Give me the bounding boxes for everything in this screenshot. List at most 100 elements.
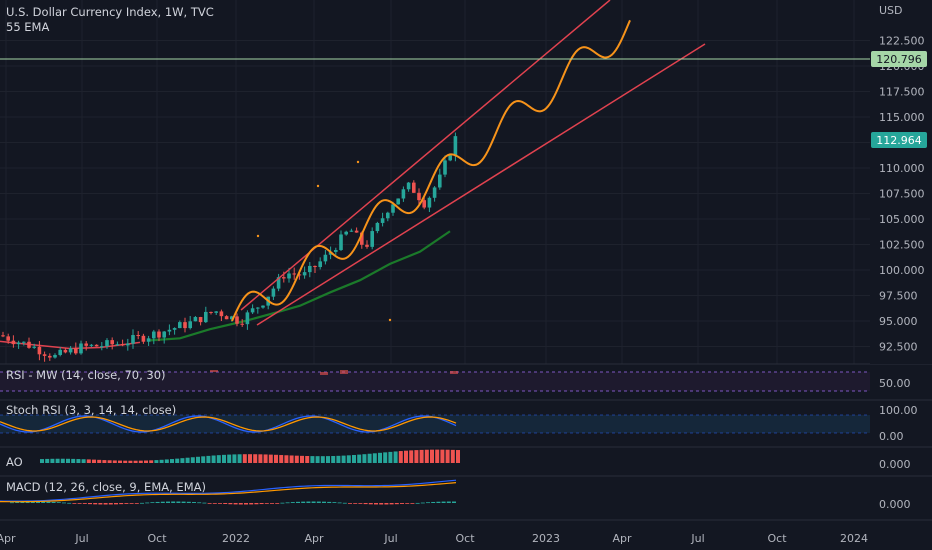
- macd-bar: [290, 502, 295, 503]
- candle-down: [74, 348, 78, 354]
- stoch-d-line: [0, 416, 457, 432]
- stoch-pane[interactable]: Stoch RSI (3, 3, 14, 14, close) 100.00 0…: [0, 403, 918, 443]
- macd-bar: [254, 503, 259, 505]
- channel-lower-line[interactable]: [256, 43, 706, 326]
- ao-bar: [367, 453, 372, 463]
- macd-bar: [181, 501, 186, 503]
- macd-bar: [322, 501, 326, 503]
- macd-bar: [186, 501, 191, 503]
- ao-bar: [190, 457, 195, 463]
- macd-bar: [51, 501, 56, 503]
- macd-bar: [119, 503, 124, 505]
- ao-bar: [352, 454, 356, 463]
- macd-bar: [145, 502, 150, 504]
- macd-bar: [25, 501, 30, 503]
- ao-bar: [107, 460, 112, 463]
- candle-up: [271, 288, 276, 297]
- candle-down: [141, 335, 146, 342]
- projection-dots: [256, 160, 392, 322]
- price-tick-label: 97.500: [879, 290, 918, 303]
- macd-bar: [160, 501, 165, 503]
- ao-bar: [383, 452, 388, 463]
- macd-bar: [155, 501, 160, 503]
- time-axis[interactable]: Apr Jul Oct 2022 Apr Jul Oct 2023 Apr Jul Oct 2024: [0, 532, 868, 545]
- macd-label: MACD (12, 26, close, 9, EMA, EMA): [6, 480, 206, 494]
- channel-upper-line[interactable]: [240, 0, 611, 311]
- time-tick-label: Apr: [304, 532, 324, 545]
- ao-bar: [211, 455, 216, 463]
- macd-bar: [202, 502, 207, 504]
- candle-up: [22, 341, 26, 343]
- candle-up: [126, 343, 130, 346]
- candle-down: [224, 316, 229, 320]
- price-tick-label: 122.500: [879, 35, 925, 48]
- candle-up: [230, 316, 234, 320]
- ao-bar: [159, 459, 164, 463]
- ao-bar: [362, 454, 367, 463]
- macd-pane[interactable]: MACD (12, 26, close, 9, EMA, EMA) 0.000: [0, 479, 911, 511]
- macd-bar: [446, 501, 451, 503]
- candle-up: [193, 317, 198, 322]
- macd-bar: [374, 503, 378, 505]
- ao-bar: [357, 454, 362, 463]
- candle-down: [1, 335, 5, 337]
- candle-up: [349, 230, 354, 232]
- ao-bar: [170, 459, 174, 463]
- macd-bar: [452, 501, 456, 503]
- price-tick-label: 107.500: [879, 188, 925, 201]
- macd-bar: [368, 503, 373, 505]
- ao-bar: [305, 455, 310, 463]
- ao-bar: [201, 456, 206, 463]
- ao-bar: [60, 458, 65, 463]
- candle-up: [100, 346, 104, 348]
- candle-up: [53, 354, 57, 358]
- price-axis[interactable]: USD 122.500120.000117.500115.000112.5001…: [870, 0, 932, 364]
- macd-bar: [264, 503, 269, 504]
- rsi-pane[interactable]: RSI - MW (14, close, 70, 30) 50.00: [0, 368, 911, 392]
- macd-bar: [171, 501, 176, 503]
- candle-up: [391, 204, 395, 213]
- macd-bar: [98, 503, 103, 505]
- candle-up: [334, 249, 338, 252]
- candle-down: [136, 335, 140, 337]
- macd-bar: [223, 503, 228, 504]
- ema-55-line: [149, 230, 451, 342]
- candle-down: [183, 322, 187, 329]
- ao-bar: [331, 456, 336, 463]
- ao-bar: [440, 449, 445, 463]
- ao-pane[interactable]: AO 0.000: [6, 449, 911, 471]
- macd-bar: [30, 501, 35, 503]
- macd-bar: [431, 501, 436, 503]
- ao-bar: [138, 460, 143, 463]
- candle-down: [282, 277, 286, 279]
- candle-up: [204, 311, 208, 323]
- macd-bar: [56, 502, 61, 504]
- ao-bar: [149, 460, 154, 463]
- ao-bar: [76, 459, 81, 463]
- candle-up: [396, 198, 400, 205]
- candle-up: [380, 218, 385, 223]
- ao-bar: [164, 459, 169, 463]
- candle-up: [302, 272, 307, 276]
- ao-bar: [196, 456, 200, 463]
- ao-bar: [419, 449, 424, 463]
- macd-bar: [88, 503, 92, 505]
- candle-down: [412, 182, 416, 193]
- ao-bar: [237, 454, 242, 463]
- macd-bar: [10, 502, 14, 504]
- ao-bar: [326, 456, 330, 463]
- projected-path[interactable]: [231, 19, 631, 322]
- macd-bar: [394, 503, 399, 505]
- macd-bar: [410, 503, 415, 504]
- macd-bar: [212, 503, 217, 504]
- candle-down: [120, 344, 125, 346]
- macd-bar: [415, 502, 420, 504]
- candle-up: [308, 265, 312, 273]
- ao-bar: [222, 454, 226, 463]
- macd-bar: [301, 501, 306, 503]
- candle-up: [68, 348, 73, 353]
- candle-down: [94, 344, 99, 347]
- macd-bar: [20, 501, 25, 503]
